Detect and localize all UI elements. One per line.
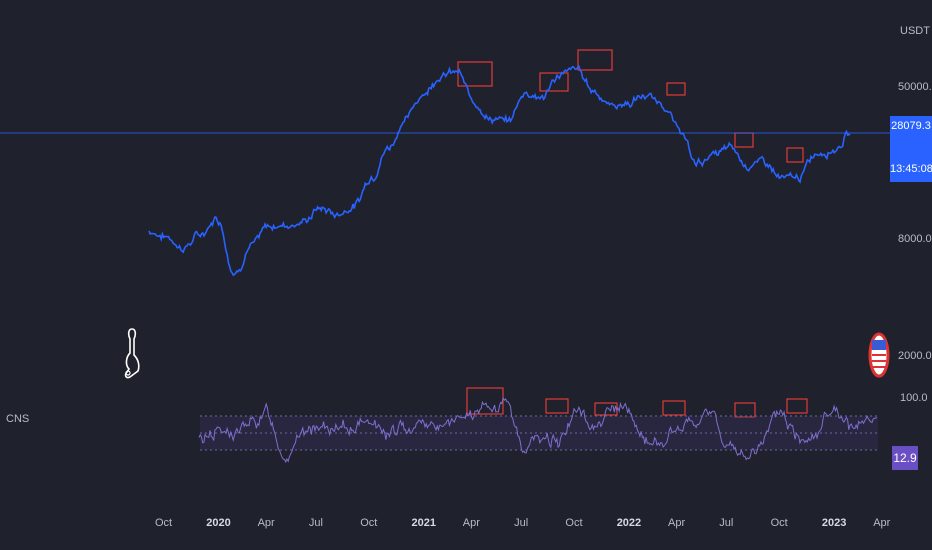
x-tick-label: Apr [873, 517, 890, 529]
signal-box [786, 398, 808, 414]
price-series-line [148, 64, 851, 277]
x-tick-label: 2020 [206, 517, 230, 529]
indicator-series-line [198, 396, 878, 464]
countdown-timer: 13:45:08 [890, 163, 932, 175]
indicator-pane [198, 396, 878, 464]
x-tick-label: Oct [771, 517, 788, 529]
signal-box [577, 49, 613, 71]
x-tick-label: Oct [360, 517, 377, 529]
signal-box [539, 72, 569, 92]
x-tick-label: 2021 [412, 517, 436, 529]
x-tick-label: 2023 [822, 517, 846, 529]
signal-box [457, 61, 493, 87]
tradingview-logo-icon [124, 328, 140, 379]
x-tick-label: Apr [668, 517, 685, 529]
y-tick-50000: 50000.0 [898, 81, 932, 93]
signal-box [545, 398, 569, 414]
x-tick-label: Jul [309, 517, 323, 529]
indicator-name: CNS [6, 413, 30, 425]
currency-label: USDT [900, 25, 930, 37]
signal-box [662, 400, 686, 416]
indicator-top-tick: 100.0 [900, 392, 928, 404]
signal-box [466, 387, 504, 415]
current-price-badge: 28079.3 13:45:08 [890, 116, 932, 182]
signal-box [786, 147, 804, 163]
x-axis-ticks: Oct 2020 Apr Jul Oct 2021 Apr Jul Oct 2022 Apr Jul O… [155, 517, 891, 529]
x-tick-label: Oct [565, 517, 582, 529]
x-tick-label: 2022 [617, 517, 641, 529]
y-tick-2000: 2000.0 [898, 350, 932, 362]
x-tick-label: Apr [463, 517, 480, 529]
indicator-value-badge: 12.9 [892, 446, 918, 470]
x-tick-label: Oct [155, 517, 172, 529]
x-tick-label: Apr [258, 517, 275, 529]
signal-box [734, 132, 754, 148]
y-tick-8000: 8000.0 [898, 233, 932, 245]
signal-box [734, 402, 756, 418]
signal-box [666, 82, 686, 96]
x-tick-label: Jul [514, 517, 528, 529]
x-tick-label: Jul [719, 517, 733, 529]
current-price-value: 28079.3 [891, 120, 931, 132]
us-flag-icon [868, 332, 890, 378]
